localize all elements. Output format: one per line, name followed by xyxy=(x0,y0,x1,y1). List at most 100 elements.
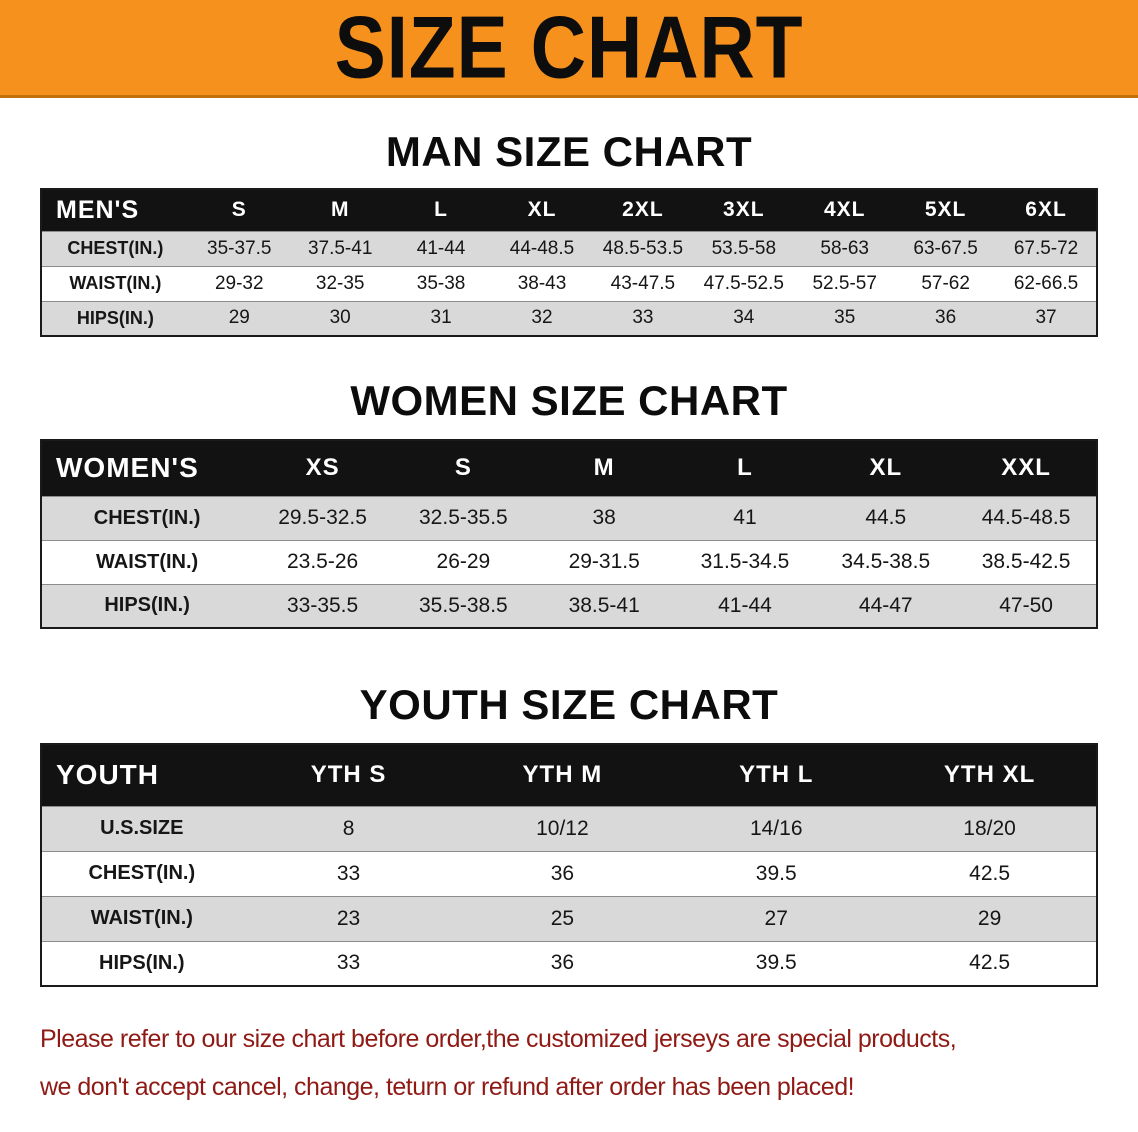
men-row-label-chest-in: CHEST(IN.) xyxy=(67,238,164,258)
men-hips-in-4xl: 35 xyxy=(834,307,856,329)
youth-row-label-chest-in: CHEST(IN.) xyxy=(88,862,196,884)
youth-chest-in-yth-l: 39.5 xyxy=(755,861,797,885)
women-row-label-chest-in: CHEST(IN.) xyxy=(93,506,201,529)
men-chest-in-m: 37.5-41 xyxy=(307,237,373,259)
men-column-m: M xyxy=(289,189,391,231)
men-waist-in-6xl: 62-66.5 xyxy=(1013,272,1079,294)
youth-waist-in-yth-s: 23 xyxy=(336,906,361,930)
men-chest-in-5xl: 63-67.5 xyxy=(913,237,978,259)
women-section-title: WOMEN SIZE CHART xyxy=(350,377,788,424)
men-waist-in-l: 35-38 xyxy=(416,272,466,294)
youth-hips-in-yth-xl: 42.5 xyxy=(969,951,1011,975)
youth-hips-in-yth-m: 36 xyxy=(550,951,575,975)
youth-hips-in-yth-s: 33 xyxy=(336,951,361,975)
men-row-chest-in: CHEST(IN.) 35-37.5 37.5-41 41-44 44-48.5 48.5… xyxy=(41,231,1097,266)
women-chest-in-xs: 29.5-32.5 xyxy=(278,506,367,529)
men-column-6xl: 6XL xyxy=(996,189,1097,231)
youth-size-table: YOUTH YTH S YTH M YTH L YTH XL U.S.SIZE 8 10/12… xyxy=(40,743,1098,987)
men-waist-in-4xl: 52.5-57 xyxy=(812,272,877,294)
men-hips-in-xl: 32 xyxy=(531,307,553,329)
women-chest-in-xl: 44.5 xyxy=(865,506,907,529)
men-size-chart-section: MAN SIZE CHART MEN'S S M L XL 2XL 3XL 4XL 5XL 6XL C… xyxy=(0,128,1138,337)
men-waist-in-m: 32-35 xyxy=(315,272,365,294)
women-chest-in-xxl: 44.5-48.5 xyxy=(981,506,1071,529)
men-hips-in-m: 30 xyxy=(329,307,351,329)
women-hips-in-l: 41-44 xyxy=(718,593,772,617)
men-waist-in-s: 29-32 xyxy=(214,272,264,294)
women-size-chart-section: WOMEN SIZE CHART WOMEN'S XS S M L XL XXL CHEST(I… xyxy=(0,377,1138,629)
men-chest-in-4xl: 58-63 xyxy=(820,237,870,259)
men-hips-in-5xl: 36 xyxy=(935,307,957,329)
men-column-3xl: 3XL xyxy=(693,189,795,231)
men-chest-in-s: 35-37.5 xyxy=(207,237,272,259)
men-row-label-hips-in: HIPS(IN.) xyxy=(76,307,154,328)
men-hips-in-s: 29 xyxy=(228,307,250,329)
women-column-xl: XL xyxy=(815,440,957,496)
youth-row-u-s-size: U.S.SIZE 8 10/12 14/16 18/20 xyxy=(41,806,1097,851)
women-column-xs: XS xyxy=(252,440,393,496)
women-hips-in-xxl: 47-50 xyxy=(999,593,1053,617)
men-waist-in-3xl: 47.5-52.5 xyxy=(703,272,784,294)
youth-row-hips-in: HIPS(IN.) 33 36 39.5 42.5 xyxy=(41,941,1097,986)
men-size-table: MEN'S S M L XL 2XL 3XL 4XL 5XL 6XL CHEST(IN.) 35-37… xyxy=(40,188,1098,337)
footer-notice: Please refer to our size chart before or… xyxy=(40,1015,1138,1111)
women-waist-in-m: 29-31.5 xyxy=(568,550,640,573)
men-column-4xl: 4XL xyxy=(794,189,896,231)
women-waist-in-xs: 23.5-26 xyxy=(286,550,359,573)
men-hips-in-l: 31 xyxy=(430,307,452,329)
youth-row-label-waist-in: WAIST(IN.) xyxy=(90,907,193,929)
women-column-xxl: XXL xyxy=(956,440,1097,496)
men-row-waist-in: WAIST(IN.) 29-32 32-35 35-38 38-43 43-47.5 47.… xyxy=(41,266,1097,301)
youth-waist-in-yth-l: 27 xyxy=(764,906,788,930)
youth-row-waist-in: WAIST(IN.) 23 25 27 29 xyxy=(41,896,1097,941)
men-waist-in-2xl: 43-47.5 xyxy=(610,272,676,294)
men-chest-in-3xl: 53.5-58 xyxy=(711,237,777,259)
youth-u-s-size-yth-s: 8 xyxy=(342,816,355,840)
youth-column-yth-m: YTH M xyxy=(455,744,670,806)
youth-hips-in-yth-l: 39.5 xyxy=(755,951,797,975)
men-column-s: S xyxy=(188,189,290,231)
youth-row-label-hips-in: HIPS(IN.) xyxy=(99,951,185,974)
men-row-label-waist-in: WAIST(IN.) xyxy=(69,273,162,293)
women-hips-in-m: 38.5-41 xyxy=(568,593,640,617)
youth-chest-in-yth-s: 33 xyxy=(336,861,361,885)
women-waist-in-s: 26-29 xyxy=(436,550,491,573)
women-header-label: WOMEN'S xyxy=(41,440,253,496)
youth-row-label-u-s-size: U.S.SIZE xyxy=(100,817,184,839)
youth-u-s-size-yth-xl: 18/20 xyxy=(963,816,1016,840)
men-hips-in-2xl: 33 xyxy=(632,307,654,329)
women-size-table: WOMEN'S XS S M L XL XXL CHEST(IN.) 29.5-32.5 32.5… xyxy=(40,439,1098,629)
men-column-xl: XL xyxy=(491,189,593,231)
women-chest-in-l: 41 xyxy=(733,506,757,529)
women-column-m: M xyxy=(533,440,675,496)
women-hips-in-s: 35.5-38.5 xyxy=(419,593,508,617)
banner-title: SIZE CHART xyxy=(334,0,804,97)
women-hips-in-xs: 33-35.5 xyxy=(286,593,359,617)
women-row-label-waist-in: WAIST(IN.) xyxy=(95,550,199,573)
women-row-label-hips-in: HIPS(IN.) xyxy=(104,594,190,617)
men-column-l: L xyxy=(390,189,492,231)
women-column-l: L xyxy=(674,440,816,496)
notice-line-1: Please refer to our size chart before or… xyxy=(40,1025,957,1053)
men-chest-in-xl: 44-48.5 xyxy=(509,237,575,259)
women-waist-in-xl: 34.5-38.5 xyxy=(841,550,931,573)
youth-header-label: YOUTH xyxy=(41,744,242,806)
men-row-hips-in: HIPS(IN.) 29 30 31 32 33 34 35 36 37 xyxy=(41,301,1097,336)
sections-container: MAN SIZE CHART MEN'S S M L XL 2XL 3XL 4XL 5XL 6XL C… xyxy=(0,128,1138,987)
women-chest-in-m: 38 xyxy=(592,506,616,529)
men-chest-in-l: 41-44 xyxy=(416,237,466,259)
youth-size-chart-section: YOUTH SIZE CHART YOUTH YTH S YTH M YTH L YTH … xyxy=(0,681,1138,987)
notice-line-2: we don't accept cancel, change, teturn o… xyxy=(40,1073,855,1101)
men-column-2xl: 2XL xyxy=(592,189,694,231)
women-header-row: WOMEN'S XS S M L XL XXL xyxy=(41,440,1097,496)
youth-header-row: YOUTH YTH S YTH M YTH L YTH XL xyxy=(41,744,1097,806)
men-chest-in-2xl: 48.5-53.5 xyxy=(602,237,684,259)
women-row-waist-in: WAIST(IN.) 23.5-26 26-29 29-31.5 31.5-34.5 34… xyxy=(41,540,1097,584)
banner: SIZE CHART xyxy=(0,0,1138,98)
women-waist-in-xxl: 38.5-42.5 xyxy=(981,550,1071,573)
men-section-title: MAN SIZE CHART xyxy=(385,128,753,175)
women-row-hips-in: HIPS(IN.) 33-35.5 35.5-38.5 38.5-41 41-44 44-… xyxy=(41,584,1097,628)
women-row-chest-in: CHEST(IN.) 29.5-32.5 32.5-35.5 38 41 44.5 44.5… xyxy=(41,496,1097,540)
men-hips-in-3xl: 34 xyxy=(733,307,755,329)
youth-column-yth-l: YTH L xyxy=(669,744,884,806)
